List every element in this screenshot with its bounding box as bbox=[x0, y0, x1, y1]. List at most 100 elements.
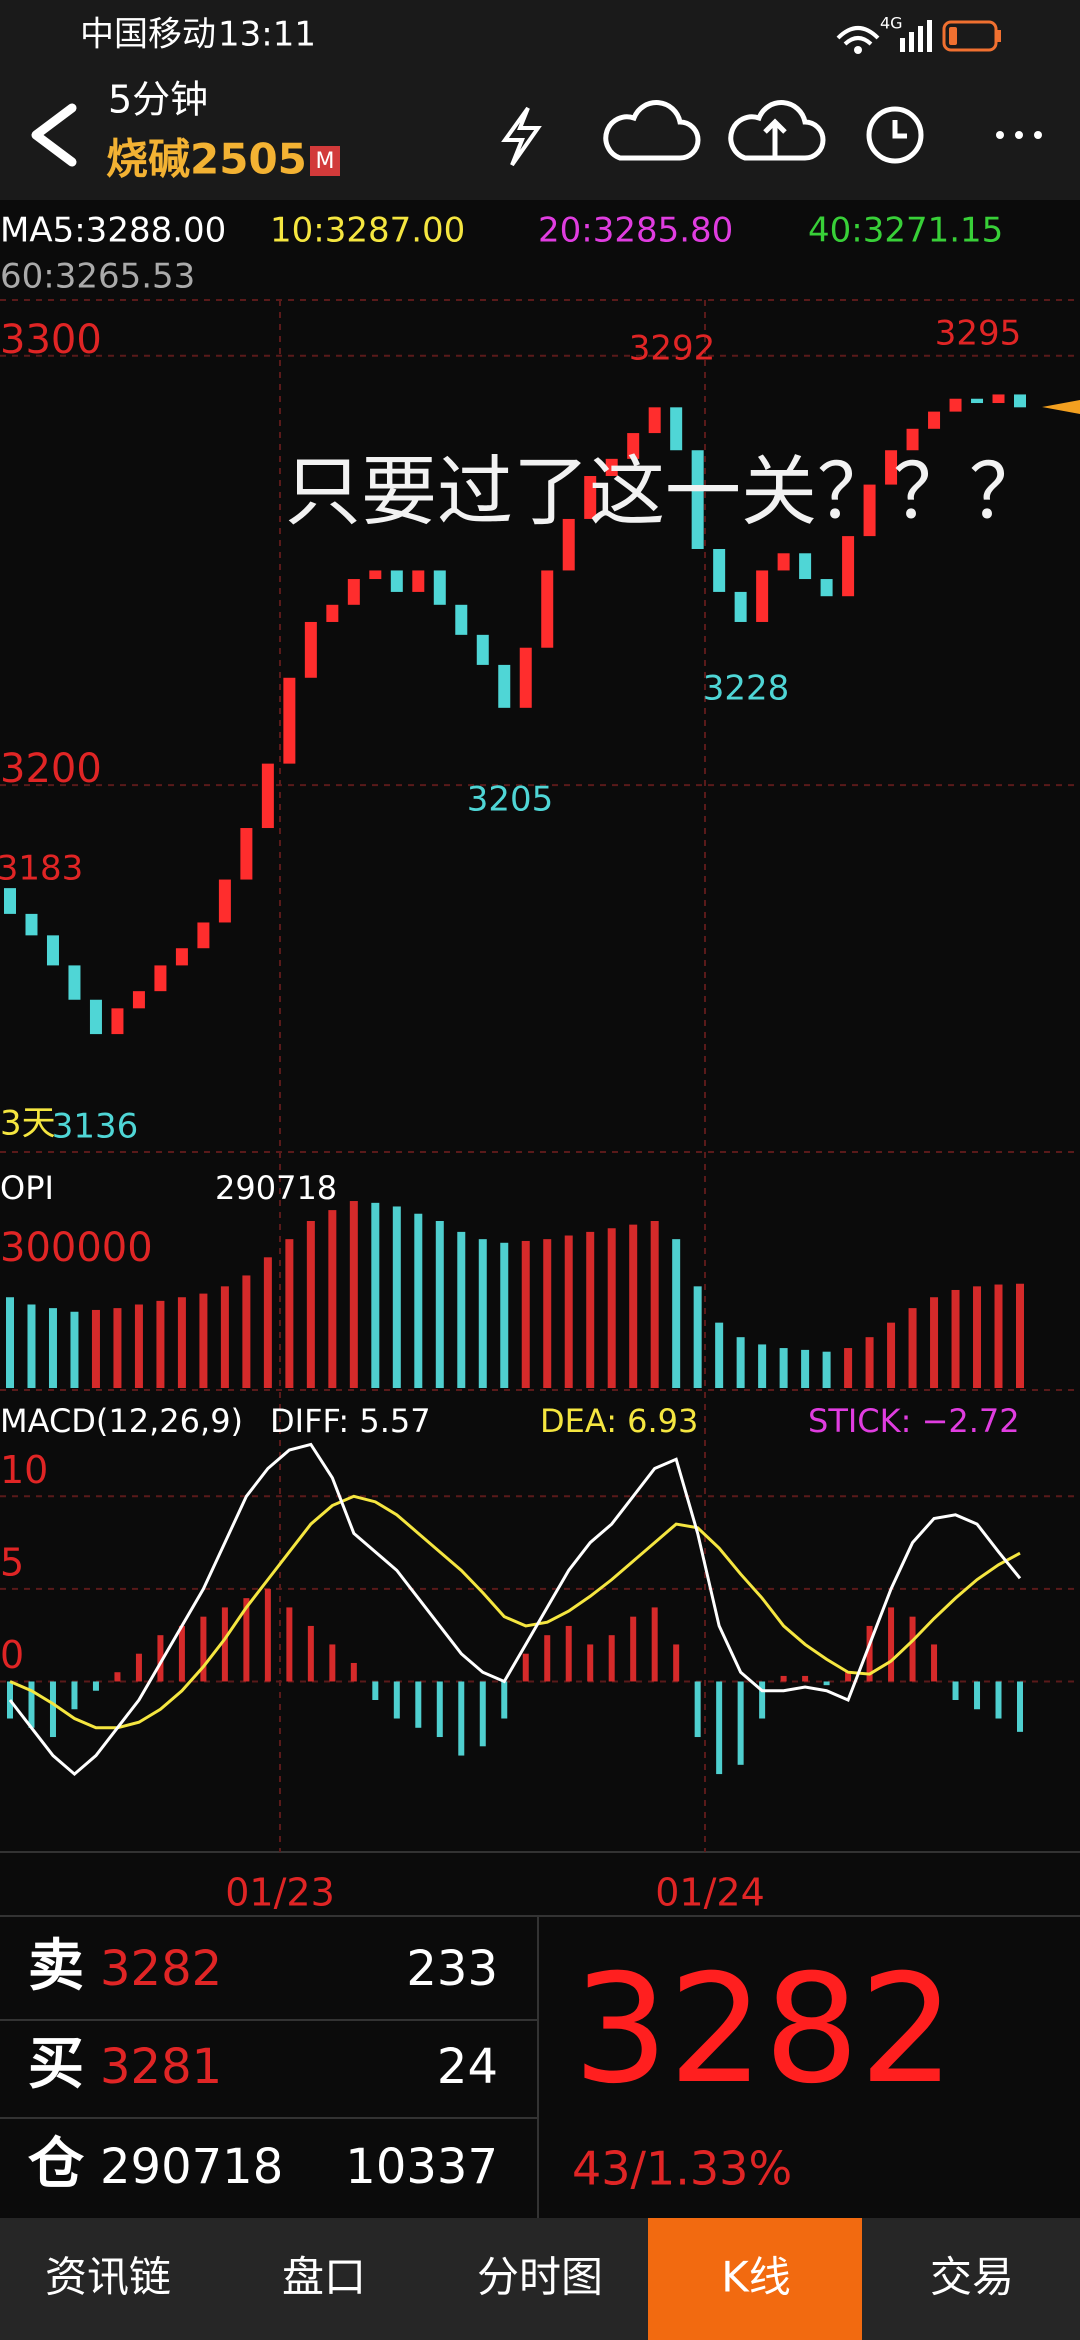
macd-stick bbox=[974, 1681, 981, 1710]
price-annotation: 3136 bbox=[52, 1107, 139, 1147]
macd-stick bbox=[759, 1681, 766, 1719]
macd-stick bbox=[458, 1681, 465, 1756]
ma5-label: MA5:3288.00 bbox=[0, 211, 226, 251]
price-annotation: 3205 bbox=[467, 780, 554, 820]
macd-stick bbox=[651, 1607, 658, 1682]
tab[interactable]: 交易 bbox=[930, 2253, 1014, 2302]
candle bbox=[863, 484, 876, 537]
candle bbox=[369, 570, 382, 580]
macd-stick bbox=[630, 1616, 637, 1682]
macd-stick bbox=[329, 1644, 336, 1682]
opi-bar bbox=[521, 1240, 530, 1388]
tab[interactable]: 盘口 bbox=[282, 2253, 366, 2302]
clock-icon[interactable] bbox=[866, 106, 924, 164]
diff-label: DIFF: 5.57 bbox=[270, 1402, 431, 1440]
candle bbox=[218, 879, 231, 923]
macd-stick bbox=[737, 1681, 744, 1765]
opi-bar bbox=[736, 1337, 745, 1388]
tab[interactable]: K线 bbox=[721, 2253, 791, 2302]
candle bbox=[197, 922, 210, 949]
opi-bar bbox=[887, 1322, 896, 1388]
opi-bar bbox=[973, 1286, 982, 1388]
opi-bar bbox=[328, 1210, 337, 1388]
macd-stick bbox=[393, 1681, 400, 1719]
opi-bar bbox=[371, 1202, 380, 1388]
candle bbox=[261, 763, 274, 829]
y-tick-label: 300000 bbox=[0, 1225, 153, 1271]
price-pointer bbox=[1042, 400, 1080, 414]
candle bbox=[68, 965, 81, 1000]
ask-price: 3282 bbox=[100, 1941, 222, 1997]
opi-bar bbox=[392, 1206, 401, 1388]
opi-bar bbox=[801, 1349, 810, 1388]
candle bbox=[326, 604, 339, 622]
diff-line bbox=[8, 1442, 1022, 1777]
opi-bar bbox=[285, 1239, 294, 1388]
opi-bar bbox=[865, 1337, 874, 1388]
bid-price: 3281 bbox=[100, 2039, 222, 2095]
macd-stick bbox=[888, 1607, 895, 1682]
ma20-label: 20:3285.80 bbox=[538, 211, 733, 251]
candle bbox=[584, 476, 597, 519]
tabs: 资讯链 盘口 分时图 K线 交易 bbox=[45, 2253, 1014, 2302]
candle bbox=[820, 579, 833, 597]
macd-stick bbox=[243, 1598, 250, 1682]
candle bbox=[777, 553, 790, 571]
macd-stick bbox=[436, 1681, 443, 1738]
date-label: 01/24 bbox=[655, 1871, 765, 1915]
candle bbox=[949, 398, 962, 412]
opi-bar bbox=[930, 1297, 939, 1388]
cloud-flash-icon[interactable] bbox=[603, 100, 701, 161]
opi-bar bbox=[607, 1228, 616, 1388]
macd-stick bbox=[995, 1681, 1002, 1719]
candle bbox=[842, 536, 855, 597]
macd-stick bbox=[157, 1635, 164, 1682]
macd-stick bbox=[350, 1662, 357, 1682]
candle bbox=[455, 604, 468, 635]
position-change: 10337 bbox=[345, 2139, 498, 2195]
opi-bar bbox=[478, 1239, 487, 1388]
opi-bar bbox=[951, 1289, 960, 1388]
charts: 3300 3200 3292 3295 3228 3205 3183 3136 300000 10… bbox=[0, 314, 1080, 1777]
opi-bar bbox=[70, 1311, 79, 1388]
macd-stick bbox=[307, 1625, 314, 1682]
cloud-upload-icon[interactable] bbox=[728, 100, 826, 161]
bid-label: 买 bbox=[28, 2032, 84, 2097]
macd-stick bbox=[780, 1675, 787, 1682]
opi-bar bbox=[48, 1308, 57, 1388]
macd-stick bbox=[28, 1681, 35, 1728]
back-button[interactable] bbox=[31, 103, 77, 167]
flash-icon[interactable] bbox=[501, 106, 542, 167]
macd-stick bbox=[802, 1675, 809, 1682]
candle bbox=[4, 888, 16, 914]
tab[interactable]: 分时图 bbox=[477, 2253, 603, 2302]
macd-stick bbox=[415, 1681, 422, 1728]
opi-bar bbox=[177, 1297, 186, 1388]
tab-bar bbox=[0, 2218, 1080, 2340]
opi-title: OPI bbox=[0, 1169, 54, 1207]
period: 5分钟 bbox=[108, 78, 208, 122]
macd-stick bbox=[587, 1644, 594, 1682]
more-icon[interactable] bbox=[996, 131, 1042, 139]
opi-bar bbox=[908, 1308, 917, 1388]
period-label: 3天 bbox=[0, 1104, 56, 1144]
opi-bar bbox=[414, 1213, 423, 1388]
candle bbox=[799, 553, 812, 580]
candle bbox=[412, 570, 425, 592]
tab[interactable]: 资讯链 bbox=[45, 2253, 171, 2302]
price-annotation: 3228 bbox=[703, 669, 790, 709]
opi-bar bbox=[994, 1284, 1003, 1388]
macd-stick bbox=[673, 1644, 680, 1682]
candle bbox=[670, 407, 683, 451]
bid-volume: 24 bbox=[437, 2039, 498, 2095]
last-price: 3282 bbox=[573, 1943, 955, 2117]
candle bbox=[648, 407, 661, 434]
macd-stick bbox=[522, 1653, 529, 1682]
candle bbox=[541, 570, 554, 648]
candle bbox=[283, 677, 296, 764]
candle bbox=[691, 450, 704, 549]
ma10-label: 10:3287.00 bbox=[270, 211, 465, 251]
y-tick-label: 3200 bbox=[0, 746, 102, 792]
opi-bar bbox=[457, 1231, 466, 1388]
